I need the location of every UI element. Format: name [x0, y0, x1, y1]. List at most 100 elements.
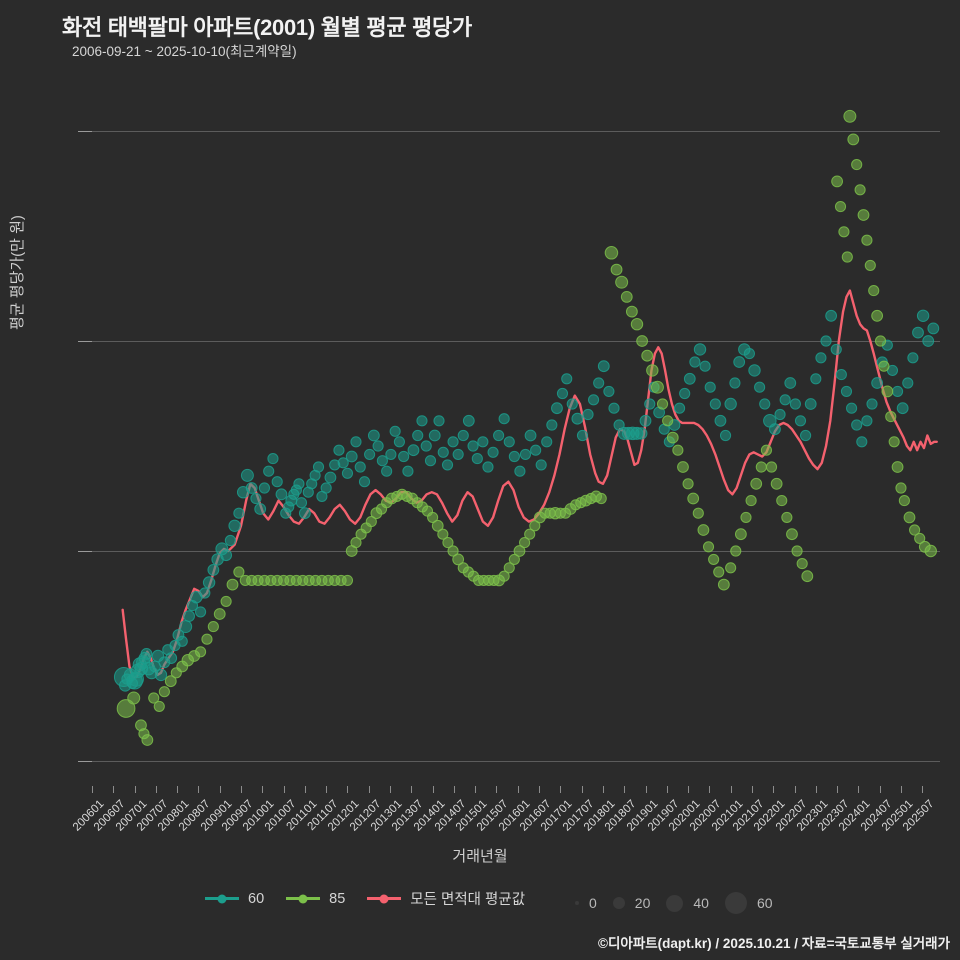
- data-point: [165, 652, 178, 664]
- data-point: [656, 398, 669, 410]
- x-tick-mark: [496, 786, 498, 793]
- data-point: [733, 356, 746, 368]
- plot-area: [92, 109, 940, 782]
- data-point: [529, 520, 541, 532]
- data-point: [725, 562, 737, 574]
- data-point: [755, 461, 767, 473]
- size-legend-label: 20: [634, 895, 651, 911]
- series-60: [113, 309, 940, 692]
- data-point: [693, 343, 707, 356]
- data-point: [907, 352, 919, 364]
- data-point: [891, 385, 904, 397]
- legend-item-85[interactable]: 85: [286, 891, 345, 907]
- data-point: [503, 562, 515, 574]
- data-point: [514, 465, 526, 477]
- data-point: [608, 402, 620, 414]
- x-axis-ticks: 200601 200607 200701 200707 200801 200807 2009…: [71, 786, 940, 846]
- data-point: [857, 209, 870, 221]
- data-point: [625, 305, 638, 318]
- x-tick-mark: [92, 786, 93, 793]
- data-point: [320, 482, 332, 494]
- chart-title: 화전 태백팔마 아파트(2001) 월별 평균 평당가: [62, 15, 472, 40]
- data-point: [595, 492, 607, 505]
- legend-label: 85: [329, 890, 346, 907]
- data-point: [903, 511, 916, 524]
- x-tick-mark: [219, 786, 221, 793]
- data-point: [213, 608, 226, 620]
- x-tick-mark: [539, 786, 541, 793]
- data-point: [666, 431, 679, 444]
- data-point: [271, 476, 283, 488]
- data-point: [898, 495, 910, 507]
- data-point: [784, 377, 797, 389]
- data-point: [672, 444, 684, 456]
- data-point: [250, 492, 262, 505]
- data-point: [293, 478, 305, 490]
- data-point: [420, 440, 432, 452]
- size-legend-dot-icon: [612, 897, 625, 909]
- data-point: [471, 453, 483, 465]
- x-tick-mark: [390, 786, 392, 793]
- data-point: [745, 495, 757, 507]
- x-tick-mark: [241, 786, 243, 793]
- series-모든 면적대 평균값: [121, 289, 938, 679]
- x-tick-mark: [815, 786, 817, 793]
- data-point: [333, 444, 345, 456]
- data-point: [498, 413, 510, 425]
- legend-swatch-icon: [205, 894, 239, 903]
- data-point: [902, 377, 914, 389]
- x-tick-mark: [560, 786, 562, 793]
- data-point: [447, 545, 459, 557]
- data-point: [841, 251, 853, 263]
- data-point: [800, 429, 812, 442]
- data-point: [437, 528, 449, 540]
- data-point: [295, 497, 308, 509]
- data-point: [462, 414, 475, 427]
- data-point: [639, 414, 652, 427]
- size-legend-label: 60: [756, 895, 773, 911]
- x-tick-mark: [709, 786, 711, 793]
- legend-dot-icon: [298, 894, 308, 903]
- data-point: [508, 450, 520, 463]
- x-tick-mark: [602, 786, 604, 793]
- data-point: [641, 349, 654, 362]
- data-point: [141, 734, 154, 746]
- data-point: [815, 352, 827, 364]
- data-point: [477, 436, 489, 448]
- x-tick-mark: [879, 786, 881, 793]
- data-point: [183, 610, 195, 623]
- data-point: [524, 429, 537, 442]
- data-point: [437, 446, 449, 458]
- legend-item-모든 면적대 평균값[interactable]: 모든 면적대 평균값: [367, 888, 525, 909]
- x-tick-mark: [773, 786, 775, 793]
- data-point: [452, 553, 465, 566]
- data-point: [854, 184, 866, 196]
- y-tick-mark: [78, 551, 92, 552]
- y-tick-mark: [78, 761, 92, 762]
- size-legend: 0 20 40 60: [575, 888, 789, 918]
- legend-item-60[interactable]: 60: [205, 891, 264, 907]
- data-point: [729, 377, 741, 389]
- data-point: [765, 461, 778, 473]
- legend-swatch-icon: [367, 894, 402, 903]
- data-point: [796, 558, 808, 570]
- data-point: [207, 564, 220, 576]
- data-point: [354, 461, 366, 473]
- data-point: [838, 226, 850, 238]
- legend-dot-icon: [379, 894, 389, 903]
- data-point: [228, 519, 241, 532]
- data-point: [820, 335, 832, 347]
- x-tick-mark: [517, 786, 519, 793]
- data-point: [881, 385, 894, 398]
- x-tick-mark: [347, 786, 349, 793]
- data-point: [226, 578, 239, 591]
- data-point: [364, 448, 376, 460]
- data-point: [804, 398, 817, 410]
- x-tick-mark: [453, 786, 455, 793]
- data-point: [428, 429, 441, 442]
- size-legend-dot-icon: [724, 892, 747, 914]
- data-point: [646, 364, 659, 377]
- data-point: [779, 394, 791, 406]
- x-axis-label: 거래년월: [452, 848, 508, 865]
